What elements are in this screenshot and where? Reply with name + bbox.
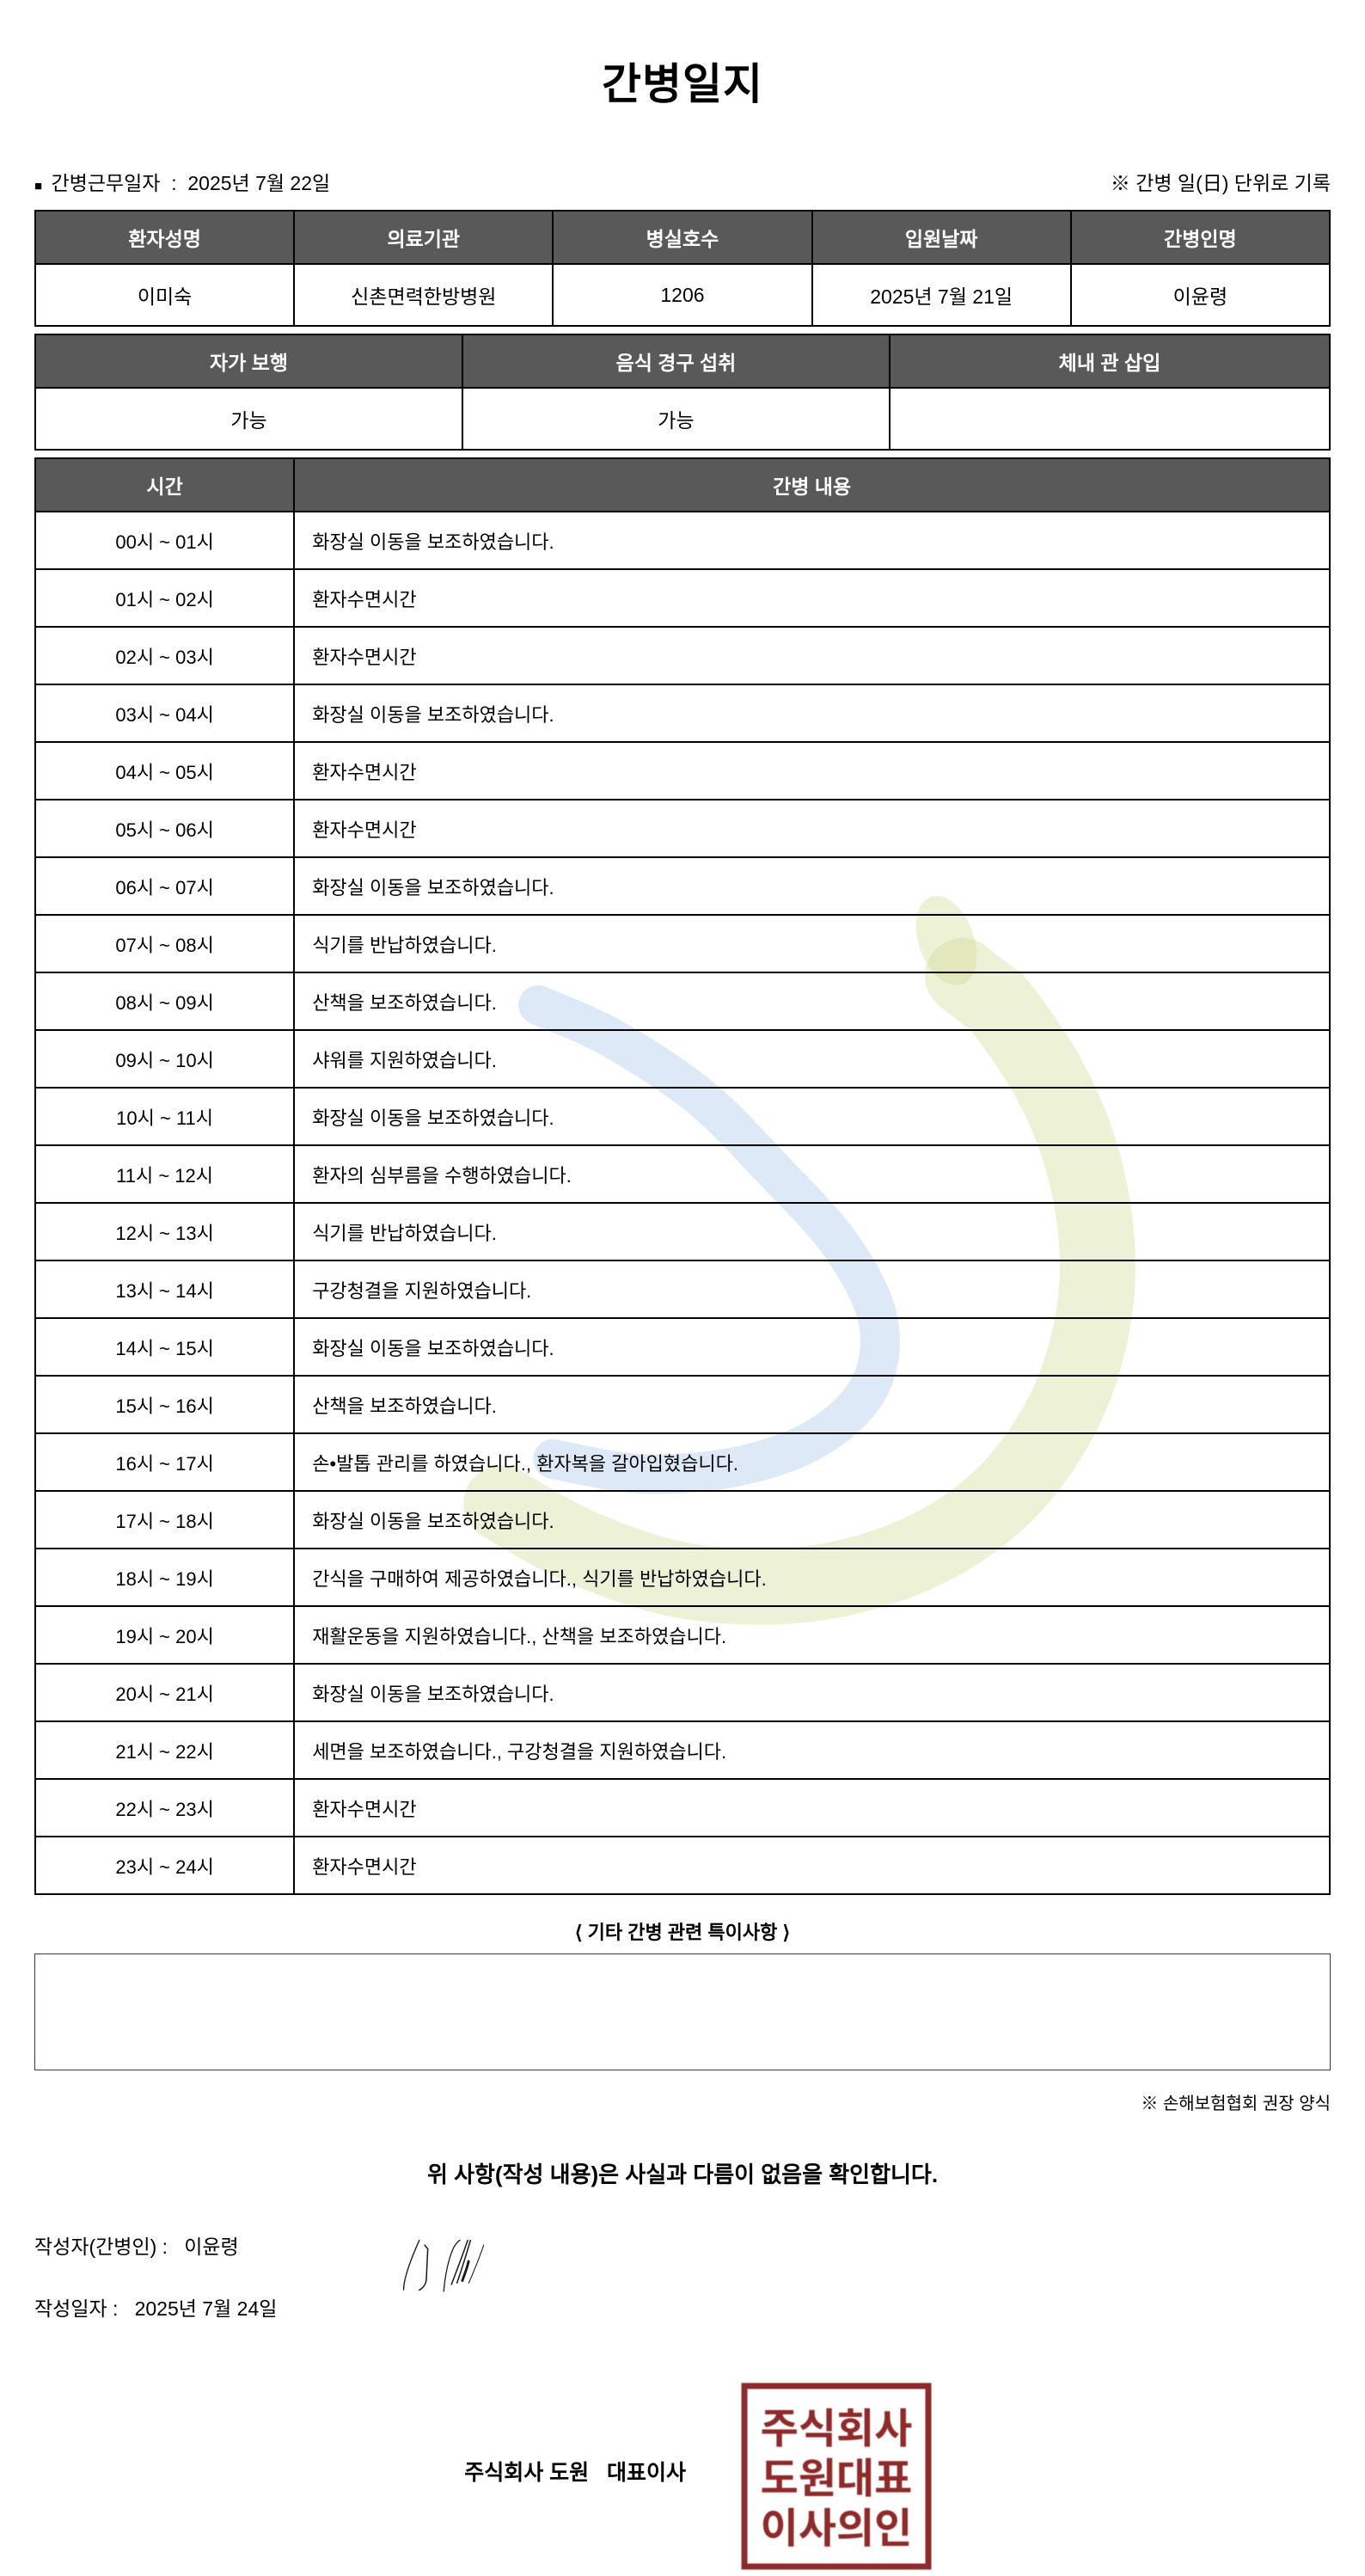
svg-text:이사의인: 이사의인 (761, 2506, 913, 2552)
svg-text:주식회사: 주식회사 (761, 2407, 913, 2452)
svg-text:도원대표: 도원대표 (761, 2456, 913, 2502)
